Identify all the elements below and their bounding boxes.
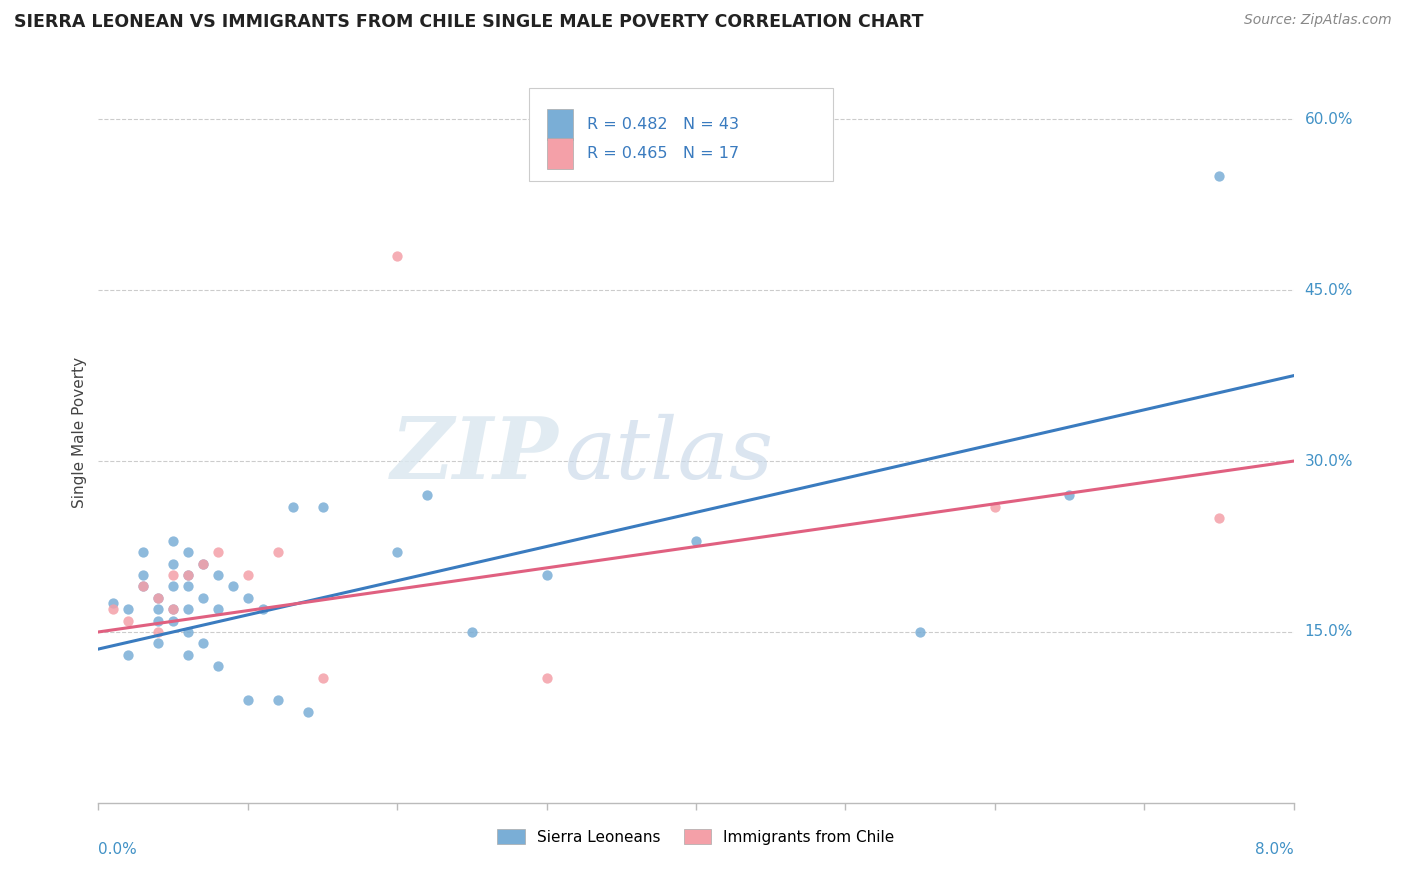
Text: Source: ZipAtlas.com: Source: ZipAtlas.com <box>1244 13 1392 28</box>
Point <box>252 602 274 616</box>
Point <box>207 659 229 673</box>
Point <box>117 648 139 662</box>
Point <box>177 648 200 662</box>
Text: 30.0%: 30.0% <box>1305 454 1353 468</box>
Point <box>132 545 155 559</box>
Point <box>132 568 155 582</box>
Point <box>207 545 229 559</box>
Point <box>132 579 155 593</box>
Point <box>162 557 184 571</box>
Point <box>236 591 259 605</box>
Text: 60.0%: 60.0% <box>1305 112 1353 127</box>
Point <box>162 602 184 616</box>
Point <box>148 614 170 628</box>
FancyBboxPatch shape <box>547 137 572 169</box>
Point <box>536 671 558 685</box>
Point <box>984 500 1007 514</box>
Point <box>177 579 200 593</box>
Point <box>685 533 707 548</box>
Point <box>132 579 155 593</box>
Text: 45.0%: 45.0% <box>1305 283 1353 298</box>
Point <box>191 591 214 605</box>
Point <box>177 568 200 582</box>
Point <box>103 597 125 611</box>
Point <box>1208 169 1230 184</box>
Point <box>908 624 931 639</box>
Point <box>311 671 333 685</box>
Point <box>1208 511 1230 525</box>
Text: R = 0.465   N = 17: R = 0.465 N = 17 <box>588 146 740 161</box>
Point <box>177 602 200 616</box>
Point <box>117 602 139 616</box>
Point <box>148 591 170 605</box>
Text: 8.0%: 8.0% <box>1254 842 1294 856</box>
Text: atlas: atlas <box>565 414 773 496</box>
Point <box>297 705 319 719</box>
Point <box>148 636 170 650</box>
Point <box>148 602 170 616</box>
Y-axis label: Single Male Poverty: Single Male Poverty <box>72 357 87 508</box>
Point <box>177 545 200 559</box>
Text: 15.0%: 15.0% <box>1305 624 1353 640</box>
Point <box>162 614 184 628</box>
Point <box>385 545 409 559</box>
Point <box>162 568 184 582</box>
Point <box>281 500 304 514</box>
Point <box>162 602 184 616</box>
Point <box>191 557 214 571</box>
Point <box>177 624 200 639</box>
Point <box>236 693 259 707</box>
Point <box>148 624 170 639</box>
Text: 0.0%: 0.0% <box>98 842 138 856</box>
Point <box>207 568 229 582</box>
Point <box>461 624 484 639</box>
FancyBboxPatch shape <box>529 88 834 181</box>
Point <box>267 693 290 707</box>
FancyBboxPatch shape <box>547 109 572 140</box>
Point <box>416 488 439 502</box>
Point <box>162 533 184 548</box>
Point <box>536 568 558 582</box>
Text: SIERRA LEONEAN VS IMMIGRANTS FROM CHILE SINGLE MALE POVERTY CORRELATION CHART: SIERRA LEONEAN VS IMMIGRANTS FROM CHILE … <box>14 13 924 31</box>
Point <box>267 545 290 559</box>
Point <box>177 568 200 582</box>
Point <box>236 568 259 582</box>
Point <box>385 249 409 263</box>
Text: ZIP: ZIP <box>391 413 558 497</box>
Point <box>117 614 139 628</box>
Legend: Sierra Leoneans, Immigrants from Chile: Sierra Leoneans, Immigrants from Chile <box>491 822 901 851</box>
Point <box>207 602 229 616</box>
Point <box>148 591 170 605</box>
Point <box>162 579 184 593</box>
Text: R = 0.482   N = 43: R = 0.482 N = 43 <box>588 117 740 132</box>
Point <box>191 557 214 571</box>
Point <box>191 636 214 650</box>
Point <box>311 500 333 514</box>
Point <box>103 602 125 616</box>
Point <box>222 579 245 593</box>
Point <box>1059 488 1081 502</box>
